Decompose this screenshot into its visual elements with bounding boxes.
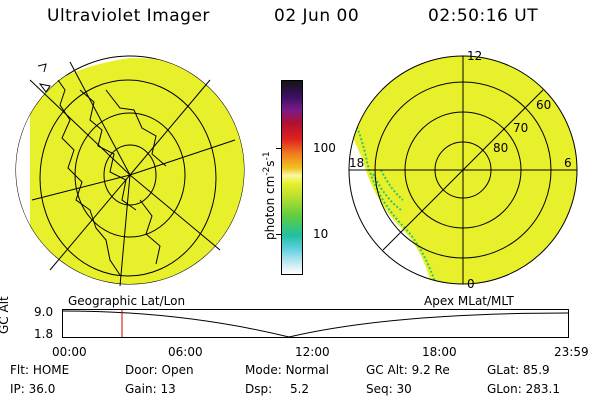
info-seq-value: 30	[396, 382, 412, 396]
info-gain-value: 13	[160, 382, 176, 396]
info-flt: Flt: HOME	[10, 363, 69, 377]
colorbar-unit-label: photon cm-2s-1	[262, 151, 277, 240]
mlt-label-0: 0	[467, 277, 475, 290]
altitude-curve	[62, 310, 569, 338]
colorbar-unit-s: s	[263, 160, 277, 167]
info-glat-label: GLat:	[487, 363, 520, 377]
geographic-image-panel	[15, 55, 245, 287]
colorbar-unit-exp1: -2	[262, 166, 272, 176]
info-mode: Mode: Normal	[245, 363, 329, 377]
info-dsp: Dsp: 5.2	[245, 382, 309, 396]
colorbar-tick-label-100: 100	[313, 141, 336, 155]
timeline-ylabel: GC Alt	[0, 296, 11, 334]
mlt-label-6: 6	[564, 156, 572, 170]
altitude-timeline	[62, 309, 569, 338]
timeline-xtick-1200: 12:00	[295, 345, 330, 359]
timeline-xtick-2359: 23:59	[554, 345, 589, 359]
geo-emission-region	[24, 57, 244, 284]
info-gain-label: Gain:	[125, 382, 157, 396]
info-ip-value: 36.0	[28, 382, 56, 396]
info-glon: GLon: 283.1	[487, 382, 560, 396]
colorbar	[281, 80, 303, 275]
timeline-ytick-bottom: 1.8	[34, 327, 54, 341]
info-mode-value: Normal	[285, 363, 329, 377]
info-flt-value: HOME	[32, 363, 70, 377]
colorbar-tick-10	[276, 234, 281, 235]
time-label: 02:50:16 UT	[428, 6, 539, 26]
timeline-xtick-1800: 18:00	[422, 345, 457, 359]
info-glat: GLat: 85.9	[487, 363, 550, 377]
info-mode-label: Mode:	[245, 363, 282, 377]
info-ip: IP: 36.0	[10, 382, 55, 396]
info-door-label: Door:	[125, 363, 158, 377]
mlt-label-12: 12	[467, 50, 482, 63]
info-glon-label: GLon:	[487, 382, 522, 396]
info-gcalt-label: GC Alt:	[366, 363, 408, 377]
timeline-xtick-0600: 06:00	[168, 345, 203, 359]
timeline-xtick-0000: 00:00	[52, 345, 87, 359]
date-label: 02 Jun 00	[274, 6, 360, 26]
mlat-label-70: 70	[513, 121, 528, 135]
info-seq-label: Seq:	[366, 382, 393, 396]
info-gcalt-value: 9.2 Re	[411, 363, 450, 377]
info-seq: Seq: 30	[366, 382, 412, 396]
info-flt-label: Flt:	[10, 363, 29, 377]
timeline-ytick-top: 9.0	[34, 305, 54, 319]
info-ip-label: IP:	[10, 382, 25, 396]
info-gain: Gain: 13	[125, 382, 176, 396]
info-dsp-value: 5.2	[289, 382, 310, 396]
info-glat-value: 85.9	[522, 363, 550, 377]
mag-panel-label: Apex MLat/MLT	[424, 294, 514, 308]
colorbar-tick-label-10: 10	[313, 227, 329, 241]
geo-lat-lon-grid	[29, 61, 236, 287]
geo-coastlines	[37, 63, 167, 276]
colorbar-unit-text: photon cm	[263, 175, 277, 240]
info-gcalt: GC Alt: 9.2 Re	[366, 363, 450, 377]
magnetic-image-panel: 12 18 6 0 60 70 80	[348, 50, 578, 290]
colorbar-unit-exp2: -1	[262, 151, 272, 161]
info-glon-value: 283.1	[525, 382, 560, 396]
mag-polar-grid	[348, 55, 578, 285]
colorbar-tick-100	[276, 148, 281, 149]
geo-panel-label: Geographic Lat/Lon	[68, 294, 186, 308]
app-title: Ultraviolet Imager	[47, 6, 210, 26]
mlat-label-60: 60	[536, 98, 551, 112]
mlt-label-18: 18	[349, 156, 364, 170]
info-door: Door: Open	[125, 363, 194, 377]
info-door-value: Open	[161, 363, 194, 377]
mlat-label-80: 80	[493, 141, 508, 155]
info-dsp-label: Dsp:	[245, 382, 273, 396]
